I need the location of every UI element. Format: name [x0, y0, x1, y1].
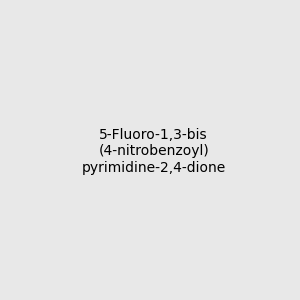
Text: 5-Fluoro-1,3-bis
(4-nitrobenzoyl)
pyrimidine-2,4-dione: 5-Fluoro-1,3-bis (4-nitrobenzoyl) pyrimi…: [82, 128, 226, 175]
